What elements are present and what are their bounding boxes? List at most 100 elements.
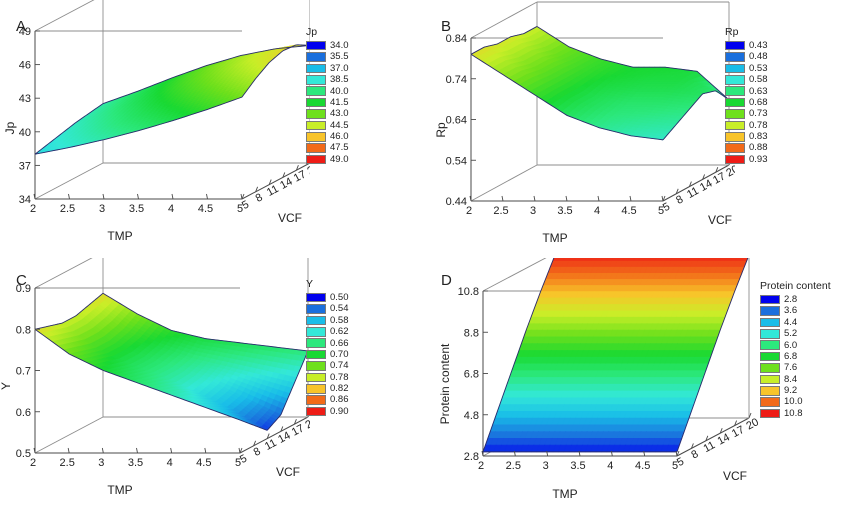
legend-label: 6.0 bbox=[784, 339, 798, 351]
panel-a-legend: Jp 34.0 35.5 37.0 38.5 40.0 41.5 43.0 44.5 46.0 4… bbox=[306, 26, 349, 165]
legend-color-swatch bbox=[760, 317, 780, 328]
panel-d-legend: Protein content 2.8 3.6 4.4 5.2 6.0 6.8 7.6 8.4… bbox=[760, 280, 831, 419]
legend-row: 44.5 bbox=[306, 120, 349, 131]
legend-row: 0.88 bbox=[725, 143, 768, 154]
legend-color-swatch bbox=[306, 154, 326, 165]
x-tick-label: 2 bbox=[466, 205, 472, 217]
legend-label: 0.78 bbox=[330, 371, 349, 383]
x-tick-label: 5 bbox=[235, 457, 241, 469]
legend-color-swatch bbox=[760, 397, 780, 407]
z-tick-label: 0.64 bbox=[446, 115, 467, 127]
legend-row: 9.2 bbox=[760, 385, 831, 396]
legend-color-swatch bbox=[306, 372, 326, 383]
x-tick-label: 3 bbox=[530, 205, 536, 217]
legend-color-swatch bbox=[760, 306, 780, 316]
y-axis-title: VCF bbox=[723, 469, 747, 483]
panel-d-letter: D bbox=[441, 272, 452, 289]
legend-row: 38.5 bbox=[306, 74, 349, 85]
legend-color-swatch bbox=[306, 97, 326, 108]
legend-color-swatch bbox=[725, 63, 745, 74]
legend-label: 5.2 bbox=[784, 328, 798, 340]
y-tick-label: 20 bbox=[744, 416, 760, 432]
y-tick-label: 8 bbox=[689, 448, 700, 461]
legend-row: 46.0 bbox=[306, 131, 349, 142]
legend-label: 0.68 bbox=[749, 96, 768, 108]
legend-row: 0.93 bbox=[725, 154, 768, 165]
x-tick-label: 2.5 bbox=[493, 205, 508, 217]
x-tick-label: 4.5 bbox=[198, 203, 213, 215]
legend-row: 0.90 bbox=[306, 406, 349, 417]
legend-row: 0.43 bbox=[725, 40, 768, 51]
y-tick-label: 14 bbox=[698, 178, 715, 194]
legend-row: 0.50 bbox=[306, 292, 349, 303]
legend-row: 35.5 bbox=[306, 51, 349, 62]
x-tick-label: 3 bbox=[98, 457, 104, 469]
z-tick-label: 49 bbox=[19, 26, 31, 38]
y-tick-label: 11 bbox=[263, 437, 279, 453]
x-tick-label: 5 bbox=[237, 203, 243, 215]
legend-row: 4.4 bbox=[760, 317, 831, 328]
legend-color-swatch bbox=[725, 109, 745, 119]
legend-color-swatch bbox=[760, 386, 780, 396]
legend-row: 37.0 bbox=[306, 63, 349, 74]
y-tick-label: 17 bbox=[730, 424, 746, 440]
z-tick-label: 8.8 bbox=[464, 327, 479, 339]
legend-color-swatch bbox=[306, 338, 326, 349]
legend-row: 49.0 bbox=[306, 154, 349, 165]
panel-c: C 0.5 0.6 0.7 0.8 0.9 Y 2 2.5 3 3.5 4 4.5 5 TMP 5 8 11 14… bbox=[0, 258, 425, 516]
legend-label: 7.6 bbox=[784, 362, 798, 374]
legend-row: 41.5 bbox=[306, 97, 349, 108]
z-tick-label: 10.8 bbox=[458, 286, 479, 298]
legend-row: 0.58 bbox=[306, 315, 349, 326]
legend-row: 0.70 bbox=[306, 349, 349, 360]
legend-label: 38.5 bbox=[330, 74, 349, 86]
legend-color-swatch bbox=[306, 327, 326, 337]
legend-label: 37.0 bbox=[330, 62, 349, 74]
y-tick-label: 5 bbox=[661, 201, 672, 214]
legend-label: 47.5 bbox=[330, 142, 349, 154]
legend-row: 10.0 bbox=[760, 397, 831, 408]
y-tick-label: 8 bbox=[252, 445, 263, 458]
y-axis-title: VCF bbox=[276, 465, 300, 479]
x-tick-label: 2 bbox=[30, 203, 36, 215]
legend-label: 0.83 bbox=[749, 131, 768, 143]
x-axis-title: TMP bbox=[542, 231, 567, 245]
y-tick-label: 8 bbox=[254, 191, 265, 204]
z-tick-label: 46 bbox=[19, 60, 31, 72]
legend-label: 40.0 bbox=[330, 85, 349, 97]
z-tick-label: 40 bbox=[19, 127, 31, 139]
y-tick-label: 5 bbox=[675, 456, 686, 469]
x-tick-label: 2.5 bbox=[60, 457, 75, 469]
y-tick-label: 14 bbox=[276, 430, 292, 446]
legend-color-swatch bbox=[306, 143, 326, 153]
y-tick-label: 5 bbox=[238, 453, 249, 466]
z-tick-label: 0.6 bbox=[16, 407, 31, 419]
y-tick-label: 17 bbox=[290, 422, 306, 438]
y-tick-label: 20 bbox=[303, 415, 310, 431]
legend-label: 0.58 bbox=[330, 314, 349, 326]
legend-label: 0.54 bbox=[330, 303, 349, 315]
z-tick-label: 0.44 bbox=[446, 196, 467, 208]
legend-color-swatch bbox=[306, 63, 326, 74]
legend-color-swatch bbox=[306, 292, 326, 303]
legend-label: 10.0 bbox=[784, 396, 803, 408]
legend-row: 0.48 bbox=[725, 51, 768, 62]
legend-label: 0.50 bbox=[330, 291, 349, 303]
y-tick-label: 14 bbox=[716, 431, 732, 447]
legend-label: 46.0 bbox=[330, 131, 349, 143]
legend-color-swatch bbox=[306, 361, 326, 371]
legend-color-swatch bbox=[306, 315, 326, 326]
legend-row: 0.66 bbox=[306, 338, 349, 349]
legend-row: 0.62 bbox=[306, 326, 349, 337]
z-tick-label: 43 bbox=[19, 93, 31, 105]
legend-label: 0.86 bbox=[330, 394, 349, 406]
x-axis-title: TMP bbox=[107, 483, 132, 497]
legend-color-swatch bbox=[306, 395, 326, 405]
legend-label: 0.66 bbox=[330, 337, 349, 349]
x-tick-label: 4 bbox=[607, 460, 613, 472]
legend-color-swatch bbox=[306, 86, 326, 97]
panel-d: D 2.8 4.8 6.8 8.8 10.8 Protein content 2 2.5 3 3.… bbox=[425, 258, 850, 516]
legend-label: 0.48 bbox=[749, 51, 768, 63]
